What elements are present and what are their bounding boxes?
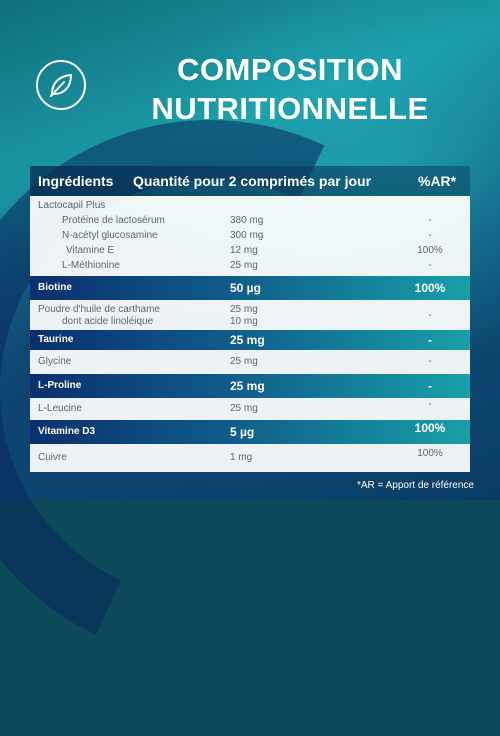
page-title-line-1: COMPOSITION [177, 52, 403, 87]
row-subname: dont acide linoléique [62, 316, 154, 327]
row-qty: 50 µg [230, 281, 261, 295]
row-name: Glycine [38, 356, 72, 367]
item-name: L-Méthionine [62, 260, 120, 271]
item-qty: 12 mg [230, 245, 258, 256]
row-name: L-Proline [38, 380, 82, 391]
row-ar: 100% [417, 448, 443, 459]
item-qty: 380 mg [230, 215, 264, 226]
table-header: Ingrédients Quantité pour 2 comprimés pa… [30, 166, 470, 196]
row-ar: 100% [414, 421, 446, 435]
row-qty: 5 µg [230, 425, 255, 439]
item-name: N-acétyl glucosamine [62, 230, 158, 241]
row-ar: 100% [414, 281, 446, 295]
row-qty: 25 mg [230, 356, 258, 367]
item-ar: 100% [417, 245, 443, 256]
row-name: Taurine [38, 334, 74, 345]
row-name: L-Leucine [38, 403, 82, 414]
row-qty: 25 mg [230, 403, 258, 414]
item-name: Protéine de lactosérum [62, 215, 165, 226]
table-row-vitamine-d3: Vitamine D3 5 µg 100% [30, 420, 470, 444]
row-qty: 25 mg [230, 304, 258, 315]
table-row-lactocapil: Lactocapil Plus Protéine de lactosérum 3… [30, 196, 470, 276]
row-ar: - [428, 333, 432, 347]
row-name: Vitamine D3 [38, 426, 96, 437]
header-ingredients: Ingrédients [38, 173, 114, 189]
row-name: Biotine [38, 282, 72, 293]
row-qty: 25 mg [230, 379, 265, 393]
table-row-carthame: Poudre d'huile de carthame 25 mg dont ac… [30, 300, 470, 330]
item-ar: - [428, 260, 432, 271]
table-row-cuivre: Cuivre 1 mg 100% [30, 444, 470, 472]
page-title-line-2: NUTRITIONNELLE [151, 91, 429, 126]
item-qty: 25 mg [230, 260, 258, 271]
item-ar: - [428, 215, 432, 226]
leaf-icon [36, 60, 86, 110]
row-ar: - [428, 399, 432, 410]
table-row-leucine: L-Leucine 25 mg - [30, 398, 470, 420]
nutrition-table: Ingrédients Quantité pour 2 comprimés pa… [30, 166, 470, 472]
row-subqty: 10 mg [230, 316, 258, 327]
row-qty: 25 mg [230, 333, 265, 347]
item-qty: 300 mg [230, 230, 264, 241]
table-row-taurine: Taurine 25 mg - [30, 330, 470, 350]
row-name: Cuivre [38, 452, 67, 463]
table-row-biotine: Biotine 50 µg 100% [30, 276, 470, 300]
header-quantity: Quantité pour 2 comprimés par jour [133, 173, 372, 189]
row-ar: - [428, 310, 432, 321]
item-ar: - [428, 230, 432, 241]
item-name: Vitamine E [66, 245, 115, 256]
row-qty: 1 mg [230, 452, 253, 463]
footnote: *AR = Apport de référence [356, 480, 474, 491]
table-row-glycine: Glycine 25 mg - [30, 350, 470, 374]
row-name: Poudre d'huile de carthame [38, 304, 160, 315]
header-ar: %AR* [418, 173, 457, 189]
group-name: Lactocapil Plus [38, 200, 106, 211]
table-row-proline: L-Proline 25 mg - [30, 374, 470, 398]
row-ar: - [428, 356, 432, 367]
row-ar: - [428, 379, 432, 393]
